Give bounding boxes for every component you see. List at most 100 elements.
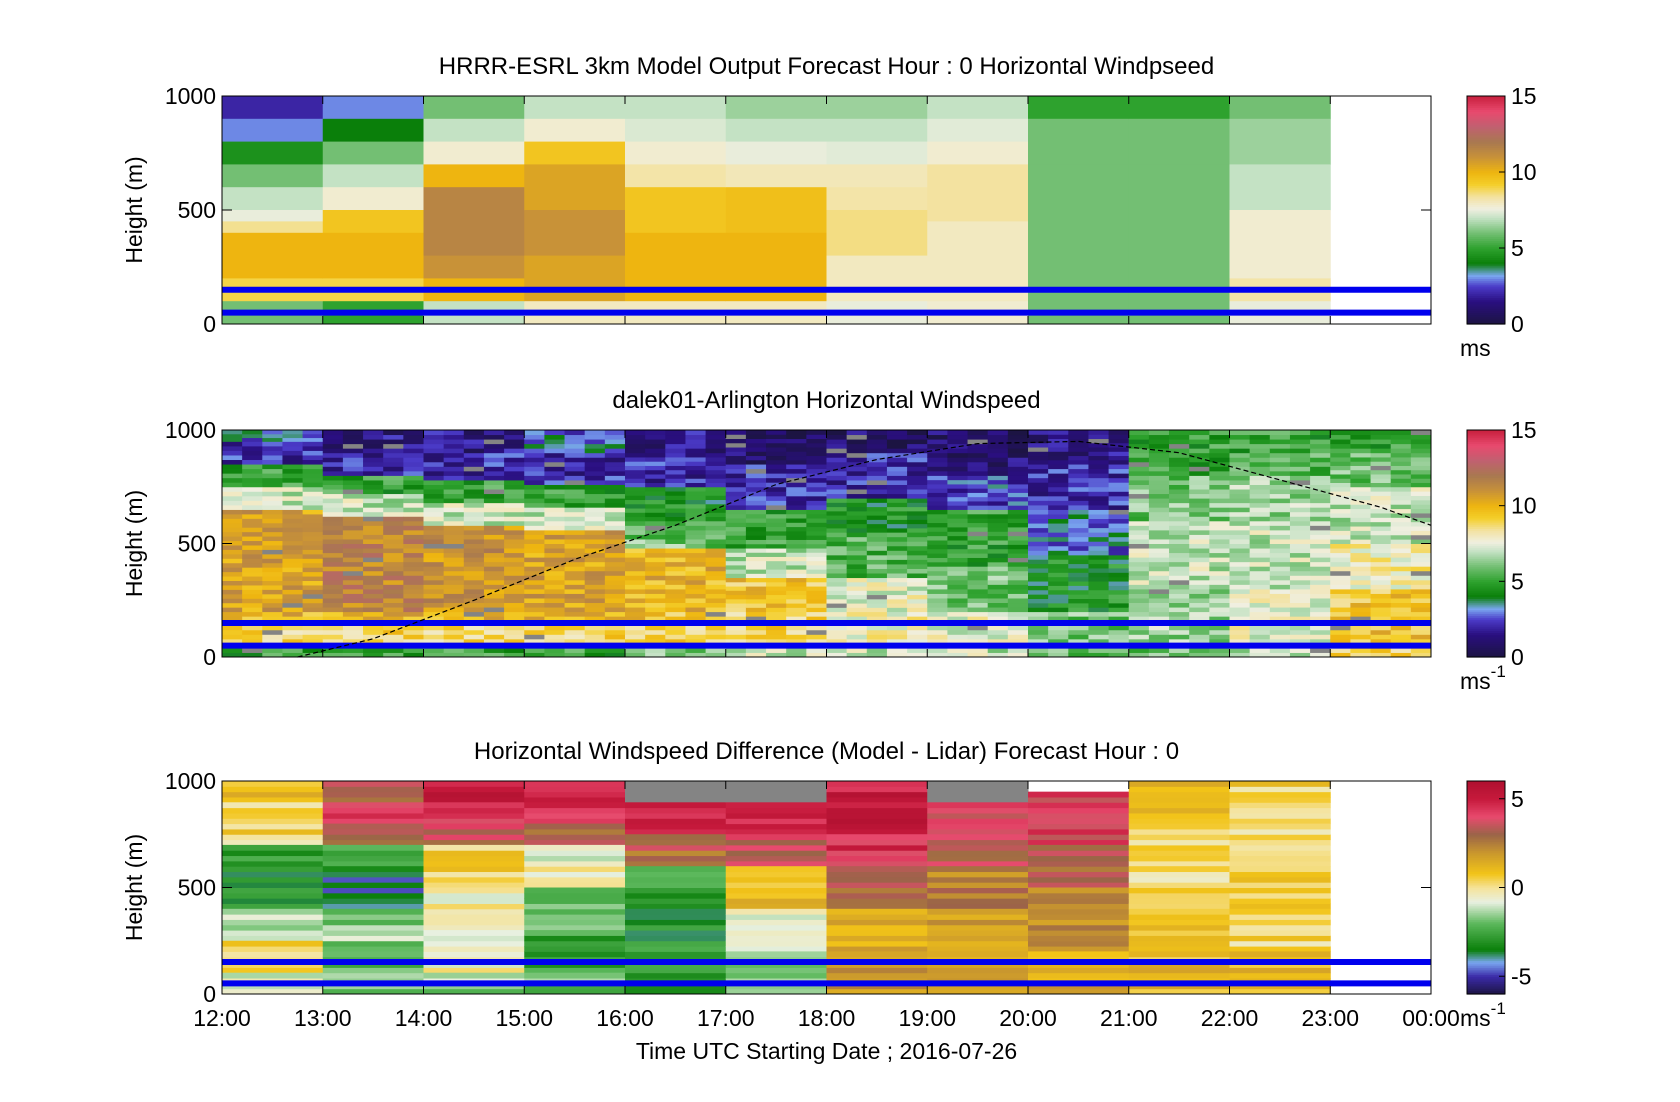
heatmap-cell <box>1028 96 1130 120</box>
heatmap-cell <box>1350 473 1372 479</box>
colorbar-swatch <box>1467 978 1505 981</box>
heatmap-cell <box>222 473 243 479</box>
heatmap-cell <box>524 210 626 257</box>
colorbar-swatch <box>1467 558 1505 562</box>
heatmap-cell <box>403 470 424 476</box>
heatmap-cell <box>967 611 989 617</box>
colorbar-tick-label: 0 <box>1511 875 1524 901</box>
heatmap-cell <box>363 597 384 604</box>
heatmap-cell <box>222 486 243 492</box>
heatmap-cell <box>242 625 263 631</box>
heatmap-cell <box>705 538 727 544</box>
heatmap-cell <box>403 584 424 590</box>
heatmap-cell <box>927 781 1029 803</box>
heatmap-cell <box>745 495 767 501</box>
heatmap-cell <box>1370 512 1392 518</box>
heatmap-cell <box>222 638 243 644</box>
heatmap-cell <box>846 545 868 551</box>
heatmap-cell <box>363 616 384 622</box>
heatmap-cell <box>1048 447 1069 452</box>
heatmap-cell <box>363 602 384 608</box>
heatmap-cell <box>222 584 243 590</box>
heatmap-cell <box>826 616 848 622</box>
heatmap-cell <box>1209 457 1230 463</box>
heatmap-cell <box>222 876 324 883</box>
colorbar-swatch <box>1467 781 1505 784</box>
heatmap-cell <box>443 575 465 581</box>
heatmap-cell <box>564 511 586 517</box>
colorbar-swatch <box>1467 962 1505 965</box>
heatmap-cell <box>1410 469 1432 475</box>
heatmap-cell <box>1370 469 1392 475</box>
heatmap-cell <box>1410 652 1432 658</box>
heatmap-cell <box>1068 541 1089 547</box>
heatmap-cell <box>1310 584 1331 590</box>
heatmap-cell <box>322 607 344 613</box>
colorbar-swatch <box>1467 814 1505 818</box>
heatmap-cell <box>342 634 364 640</box>
heatmap-cell <box>1330 557 1351 563</box>
heatmap-cell <box>947 575 969 581</box>
heatmap-cell <box>1289 452 1311 458</box>
heatmap-cell <box>1370 575 1392 581</box>
heatmap-cell <box>504 570 525 576</box>
colorbar-swatch <box>1467 452 1505 456</box>
heatmap-cell <box>262 527 283 533</box>
heatmap-cell <box>222 430 243 435</box>
heatmap-cell <box>423 823 525 830</box>
heatmap-cell <box>483 511 505 517</box>
heatmap-cell <box>1410 539 1432 544</box>
heatmap-cell <box>1189 611 1210 617</box>
heatmap-cell <box>1028 967 1130 974</box>
colorbar-swatch <box>1467 223 1505 226</box>
heatmap-cell <box>1128 882 1230 888</box>
heatmap-cell <box>262 647 283 653</box>
heatmap-cell <box>504 561 525 567</box>
heatmap-cell <box>705 543 727 549</box>
heatmap-cell <box>947 548 969 554</box>
heatmap-cell <box>886 430 908 436</box>
heatmap-cell <box>1410 434 1432 440</box>
heatmap-cell <box>625 850 727 857</box>
heatmap-cell <box>524 597 545 604</box>
heatmap-cell <box>584 457 606 463</box>
heatmap-cell <box>907 536 928 542</box>
heatmap <box>222 781 1331 995</box>
heatmap-cell <box>1410 557 1432 563</box>
heatmap-cell <box>645 478 666 483</box>
heatmap-cell <box>302 473 324 479</box>
heatmap-cell <box>524 498 545 504</box>
heatmap-cell <box>1370 504 1392 510</box>
heatmap-cell <box>322 164 424 188</box>
panel-3: Horizontal Windspeed Difference (Model -… <box>121 738 1531 1031</box>
heatmap-cell <box>564 489 586 495</box>
heatmap-cell <box>725 504 747 510</box>
y-tick-label: 0 <box>203 311 216 337</box>
heatmap-cell <box>544 566 566 572</box>
heatmap-cell <box>665 579 686 585</box>
heatmap-cell <box>322 611 344 617</box>
heatmap-cell <box>625 940 727 947</box>
heatmap-cell <box>584 611 606 617</box>
heatmap-cell <box>826 563 848 569</box>
heatmap-cell <box>866 611 888 617</box>
heatmap-cell <box>262 553 283 559</box>
heatmap-cell <box>907 647 928 653</box>
heatmap-cell <box>342 525 364 531</box>
heatmap-cell <box>524 791 626 798</box>
heatmap-cell <box>967 535 989 541</box>
heatmap-cell <box>1048 468 1069 474</box>
heatmap-cell <box>544 579 566 585</box>
heatmap-cell <box>1128 791 1230 798</box>
heatmap-cell <box>1350 495 1372 501</box>
heatmap-cell <box>463 634 485 640</box>
heatmap-cell <box>383 597 404 604</box>
heatmap-cell <box>1128 607 1150 613</box>
heatmap-cell <box>1390 456 1412 462</box>
heatmap-cell <box>483 570 505 576</box>
heatmap-cell <box>544 593 566 599</box>
heatmap-cell <box>907 603 928 608</box>
heatmap-cell <box>1128 967 1230 974</box>
heatmap-cell <box>544 457 566 463</box>
heatmap-cell <box>463 652 485 658</box>
